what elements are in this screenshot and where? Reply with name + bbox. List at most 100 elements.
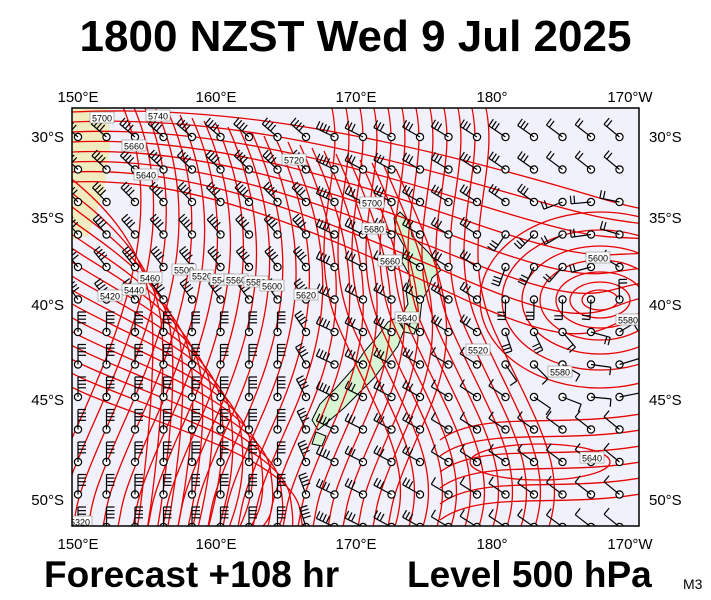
x-tick-label-bottom: 160°E xyxy=(195,536,236,553)
svg-text:5700: 5700 xyxy=(92,114,112,124)
contour-line xyxy=(393,108,472,526)
wind-barb-icon xyxy=(344,218,368,239)
wind-barb-icon xyxy=(569,228,596,239)
wind-barb-icon xyxy=(373,315,396,337)
stewart-island xyxy=(311,431,327,447)
contour-line xyxy=(477,108,556,526)
contour-line xyxy=(357,162,420,526)
wind-barb-icon xyxy=(603,410,624,434)
wind-barb-icon xyxy=(187,343,200,369)
chart-title: 1800 NZST Wed 9 Jul 2025 xyxy=(79,12,632,61)
wind-barb-icon xyxy=(430,379,453,402)
wind-barb-icon xyxy=(244,343,257,369)
wind-barb-icon xyxy=(344,250,368,272)
wind-barb-icon xyxy=(344,120,368,142)
contour-label: 5740 xyxy=(145,109,171,122)
wind-barb-icon xyxy=(603,475,624,499)
y-tick-label-right: 30°S xyxy=(649,129,682,146)
wind-barb-icon xyxy=(233,117,254,142)
wind-barb-icon xyxy=(244,376,257,402)
wind-barb-icon xyxy=(491,262,510,287)
wind-barb-icon xyxy=(206,213,225,239)
contour-line xyxy=(439,461,639,489)
wind-barb-icon xyxy=(294,310,311,337)
contour-line xyxy=(439,445,639,473)
wind-barb-icon xyxy=(315,250,339,272)
wind-barb-icon xyxy=(497,295,510,321)
wind-barb-icon xyxy=(525,295,539,321)
wind-barb-icon xyxy=(488,411,510,434)
svg-text:5700: 5700 xyxy=(362,199,382,209)
wind-barb-icon xyxy=(205,149,225,174)
contour-ring xyxy=(469,443,611,481)
wind-barb-icon xyxy=(73,311,86,337)
contour-label: 5500 xyxy=(171,263,197,276)
contour-line xyxy=(252,141,324,526)
contour-line xyxy=(327,156,392,526)
y-tick-label-left: 50°S xyxy=(31,492,64,509)
contour-line xyxy=(117,114,206,526)
wind-barb-icon xyxy=(207,245,225,272)
wind-barb-icon xyxy=(273,408,286,434)
wind-barb-icon xyxy=(545,410,567,434)
contour-line xyxy=(72,372,294,526)
wind-barb-icon xyxy=(501,360,518,387)
svg-text:5580: 5580 xyxy=(550,368,570,378)
wind-barb-icon xyxy=(273,311,286,337)
wind-barb-icon xyxy=(615,278,628,304)
wind-barb-icon xyxy=(261,117,282,142)
x-tick-label-top: 160°E xyxy=(195,89,236,106)
wind-barb-icon xyxy=(204,117,225,142)
wind-barb-icon xyxy=(430,314,453,337)
wind-barb-icon xyxy=(216,441,229,467)
contour-label: 5660 xyxy=(377,254,403,267)
wind-barb-icon xyxy=(603,117,624,142)
wind-barb-icon xyxy=(130,408,143,434)
contour-label: 5440 xyxy=(121,283,147,296)
wind-barb-icon xyxy=(130,441,143,467)
wind-barb-icon xyxy=(430,152,453,174)
contour-lines xyxy=(72,108,639,526)
contour-line xyxy=(342,159,406,526)
wind-barb-icon xyxy=(233,149,254,174)
svg-text:5580: 5580 xyxy=(618,316,638,326)
wind-barb-icon xyxy=(244,473,257,499)
wind-barb-icon xyxy=(488,443,510,467)
wind-barb-icon xyxy=(615,358,639,369)
svg-text:5580: 5580 xyxy=(246,278,266,288)
y-tick-label-right: 50°S xyxy=(649,492,682,509)
wind-barb-icon xyxy=(178,213,197,239)
y-tick-label-right: 35°S xyxy=(649,210,682,227)
wind-barb-icon xyxy=(402,379,425,402)
wind-barb-icon xyxy=(73,408,86,434)
wind-barb-icon xyxy=(574,475,596,499)
contour-line xyxy=(351,108,430,526)
contour-line xyxy=(72,289,234,526)
wind-barb-icon xyxy=(187,376,200,402)
wind-barb-icon xyxy=(290,117,311,142)
wind-barb-icon xyxy=(121,213,140,239)
wind-barb-icon xyxy=(93,245,111,272)
wind-barb-icon xyxy=(187,311,200,337)
contour-label: 5460 xyxy=(137,271,163,284)
wind-barb-icon xyxy=(73,473,86,499)
wind-barb-icon xyxy=(517,476,539,499)
wind-barb-icon xyxy=(177,181,197,207)
wind-barb-icon xyxy=(187,441,200,467)
wind-barb-icon xyxy=(373,282,396,304)
wind-barb-icon xyxy=(545,443,567,467)
wind-barb-icon xyxy=(130,473,143,499)
wind-barb-icon xyxy=(574,118,596,142)
level-label: Level 500 hPa xyxy=(407,554,652,595)
wind-barb-icon xyxy=(402,477,425,499)
contour-line xyxy=(87,108,180,526)
wind-barb-icon xyxy=(459,249,482,272)
wind-barb-icon xyxy=(344,283,368,304)
wind-barb-icon xyxy=(92,213,111,239)
contour-label: 5680 xyxy=(361,222,387,235)
x-tick-label-top: 170°W xyxy=(607,89,653,106)
contour-line xyxy=(72,160,639,295)
svg-text:5640: 5640 xyxy=(136,171,156,181)
wind-barb-icon xyxy=(517,411,539,434)
